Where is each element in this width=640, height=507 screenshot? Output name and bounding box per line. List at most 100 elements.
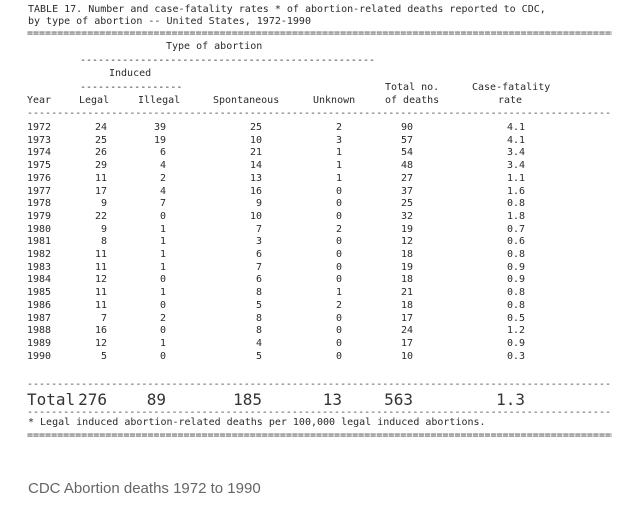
cell-legal: 17 bbox=[94, 185, 107, 197]
cell-total: 19 bbox=[400, 223, 413, 235]
cell-year: 1977 bbox=[27, 185, 52, 197]
cell-illegal: 1 bbox=[159, 223, 166, 235]
cell-spontaneous: 9 bbox=[255, 198, 262, 210]
cell-spontaneous: 21 bbox=[249, 147, 262, 159]
cell-legal: 12 bbox=[94, 337, 107, 349]
cell-total: 18 bbox=[400, 249, 413, 260]
cell-year: 1987 bbox=[27, 312, 52, 324]
cell-legal: 24 bbox=[94, 122, 107, 133]
cell-rate: 0.8 bbox=[506, 249, 525, 260]
cell-total: 25 bbox=[400, 198, 413, 210]
cell-rate: 0.3 bbox=[506, 350, 525, 362]
cell-total: 17 bbox=[400, 312, 413, 324]
image-caption: CDC Abortion deaths 1972 to 1990 bbox=[28, 480, 261, 497]
cell-year: 1980 bbox=[27, 223, 52, 235]
cell-rate: 0.7 bbox=[506, 223, 525, 235]
cell-unknown: 2 bbox=[335, 223, 342, 235]
cell-year: 1990 bbox=[27, 350, 52, 362]
cell-illegal: 7 bbox=[159, 198, 166, 210]
cell-rate: 3.4 bbox=[506, 147, 525, 159]
cell-illegal: 1 bbox=[159, 337, 166, 349]
cell-spontaneous: 7 bbox=[255, 223, 262, 235]
cell-spontaneous: 10 bbox=[249, 210, 262, 222]
cell-legal: 29 bbox=[94, 160, 107, 172]
cell-legal: 11 bbox=[94, 299, 107, 311]
cell-spontaneous: 13 bbox=[249, 172, 262, 184]
cell-rate: 0.8 bbox=[506, 299, 525, 311]
cell-spontaneous: 8 bbox=[255, 312, 262, 324]
cell-spontaneous: 8 bbox=[255, 325, 262, 337]
cell-legal: 11 bbox=[94, 261, 107, 273]
cell-legal: 25 bbox=[94, 134, 107, 146]
cell-rate: 1.8 bbox=[506, 210, 525, 222]
col-illegal: Illegal bbox=[138, 95, 181, 106]
total-cell-illegal: 89 bbox=[146, 390, 166, 409]
cell-unknown: 1 bbox=[335, 172, 342, 184]
cell-illegal: 0 bbox=[159, 299, 166, 311]
cell-legal: 5 bbox=[100, 350, 107, 362]
cell-year: 1973 bbox=[27, 134, 52, 146]
cell-legal: 16 bbox=[94, 325, 107, 337]
cell-year: 1988 bbox=[27, 325, 52, 337]
cell-legal: 12 bbox=[94, 274, 107, 286]
cell-illegal: 0 bbox=[159, 325, 166, 337]
cell-total: 54 bbox=[400, 147, 413, 159]
cell-year: 1972 bbox=[27, 122, 52, 133]
cell-rate: 4.1 bbox=[506, 134, 525, 146]
induced-header: Induced bbox=[109, 68, 152, 79]
cell-unknown: 0 bbox=[335, 350, 342, 362]
cell-illegal: 6 bbox=[159, 147, 166, 159]
cell-total: 90 bbox=[400, 122, 413, 133]
cell-spontaneous: 16 bbox=[249, 185, 262, 197]
cell-year: 1986 bbox=[27, 299, 52, 311]
cell-illegal: 1 bbox=[159, 287, 166, 299]
cell-spontaneous: 3 bbox=[255, 236, 262, 248]
cell-rate: 0.6 bbox=[506, 236, 525, 248]
cell-spontaneous: 10 bbox=[249, 134, 262, 146]
col-legal: Legal bbox=[79, 95, 110, 106]
cell-unknown: 0 bbox=[335, 325, 342, 337]
cell-unknown: 1 bbox=[335, 287, 342, 299]
cell-total: 37 bbox=[400, 185, 413, 197]
cell-spontaneous: 4 bbox=[255, 337, 262, 349]
cell-unknown: 2 bbox=[335, 299, 342, 311]
cell-year: 1985 bbox=[27, 287, 52, 299]
cell-total: 48 bbox=[400, 160, 413, 172]
cell-illegal: 1 bbox=[159, 236, 166, 248]
col-spontaneous: Spontaneous bbox=[213, 95, 280, 106]
double-rule-bottom: ========================================… bbox=[27, 432, 612, 440]
cell-spontaneous: 25 bbox=[249, 122, 262, 133]
col-unknown: Unknown bbox=[313, 95, 356, 106]
col-year: Year bbox=[27, 95, 52, 106]
cell-total: 10 bbox=[400, 350, 413, 362]
group-header-underline: ----------------------------------------… bbox=[80, 55, 376, 66]
cell-total: 32 bbox=[400, 210, 413, 222]
table-title-line2: by type of abortion -- United States, 19… bbox=[28, 16, 311, 27]
cell-unknown: 2 bbox=[335, 122, 342, 133]
cell-legal: 11 bbox=[94, 287, 107, 299]
cell-legal: 26 bbox=[94, 147, 107, 159]
col-rate-line1: Case-fatality bbox=[472, 82, 551, 93]
cell-total: 18 bbox=[400, 299, 413, 311]
cell-total: 27 bbox=[400, 172, 413, 184]
cell-illegal: 0 bbox=[159, 210, 166, 222]
cell-unknown: 1 bbox=[335, 160, 342, 172]
cell-legal: 7 bbox=[100, 312, 107, 324]
total-cell-year: Total bbox=[27, 390, 76, 409]
cell-legal: 8 bbox=[100, 236, 107, 248]
cell-legal: 9 bbox=[100, 223, 107, 235]
cell-total: 57 bbox=[400, 134, 413, 146]
cell-rate: 0.5 bbox=[506, 312, 525, 324]
cell-illegal: 1 bbox=[159, 249, 166, 260]
group-header: Type of abortion bbox=[166, 41, 263, 52]
cell-rate: 0.9 bbox=[506, 337, 525, 349]
cell-year: 1982 bbox=[27, 249, 52, 260]
col-total-line2: of deaths bbox=[385, 95, 440, 106]
induced-underline: ----------------- bbox=[80, 82, 183, 93]
cell-spontaneous: 6 bbox=[255, 274, 262, 286]
cell-year: 1975 bbox=[27, 160, 52, 172]
total-rule: ----------------------------------------… bbox=[27, 381, 612, 389]
cell-illegal: 2 bbox=[159, 172, 166, 184]
cell-rate: 0.9 bbox=[506, 274, 525, 286]
cell-unknown: 0 bbox=[335, 261, 342, 273]
